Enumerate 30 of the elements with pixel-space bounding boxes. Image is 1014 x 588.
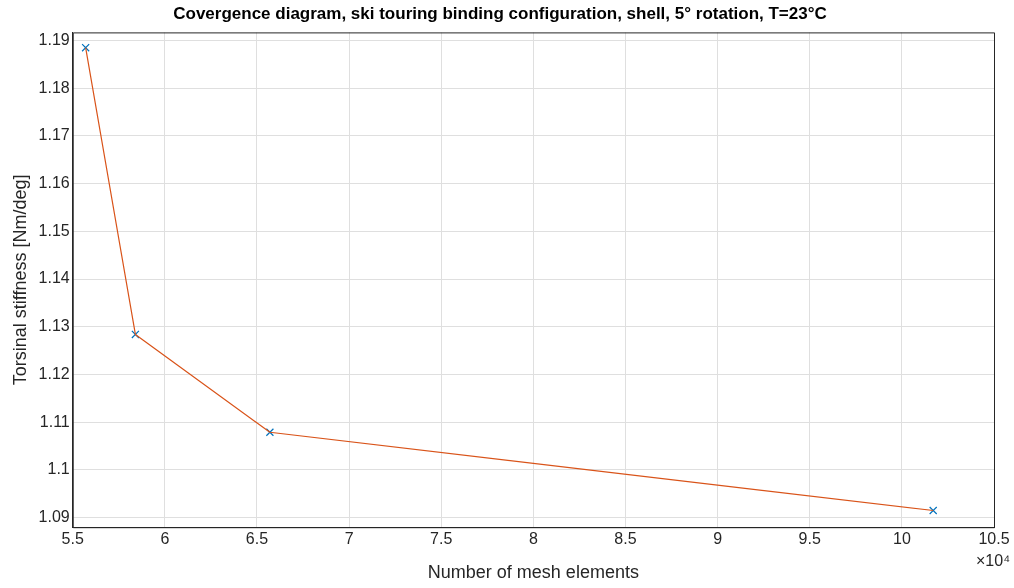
x-tick-label: 8 [528, 530, 538, 548]
point [265, 428, 275, 437]
y-tick-label: 1.17 [38, 126, 70, 144]
x-tick-label: 8.5 [614, 530, 637, 548]
y-tick-label: 1.19 [38, 30, 70, 48]
x-tick-label: 10 [892, 530, 911, 548]
point [929, 506, 938, 515]
x-axis-title: Number of mesh elements [427, 562, 639, 583]
x-tick-label: 7 [344, 530, 354, 548]
y-tick-label: 1.11 [39, 412, 70, 430]
x-tick-label: 5.5 [61, 530, 84, 548]
y-tick-label: 1.18 [38, 78, 70, 96]
x-tick-label: 7.5 [430, 530, 453, 548]
y-tick-label: 1.13 [38, 317, 70, 335]
point [131, 330, 140, 339]
y-tick-label: 1.16 [38, 174, 70, 192]
y-axis-title: Torsinal stiffness [Nm/deg] [9, 174, 30, 386]
point [81, 43, 90, 52]
y-tick-label: 1.15 [38, 221, 70, 239]
x-tick-label: 6.5 [245, 530, 269, 548]
x-tick-label: 9 [713, 530, 723, 548]
x-tick-label: 6 [160, 530, 170, 548]
y-tick-label: 1.12 [38, 364, 70, 382]
y-tick-label: 1.09 [38, 508, 70, 526]
y-tick-label: 1.1 [47, 460, 70, 478]
x-tick-label: 9.5 [798, 530, 821, 548]
y-tick-label: 1.14 [38, 269, 70, 287]
chart-title: Covergence diagram, ski touring binding configuration, shell, 5° rotation, T=23°C [173, 3, 827, 23]
text: ×10⁴ [975, 551, 1011, 569]
x-tick-label: 10.5 [978, 530, 1010, 548]
